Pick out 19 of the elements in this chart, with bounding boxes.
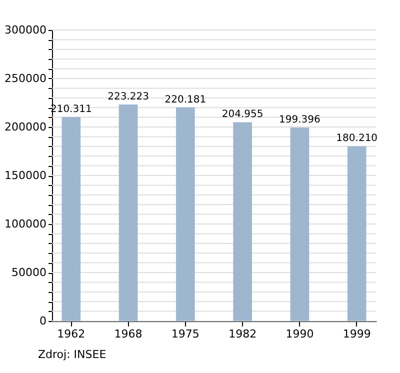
x-tick-label: 1990 (286, 328, 314, 340)
data-label: 180.210 (336, 133, 378, 144)
x-tick-label: 1962 (57, 328, 86, 340)
x-tick-label: 1982 (228, 328, 257, 340)
x-tick-label: 1999 (342, 328, 371, 340)
x-tick-label: 1975 (171, 328, 200, 340)
y-tick-label: 200000 (4, 120, 46, 134)
y-tick-label: 50000 (12, 266, 46, 279)
data-label: 199.396 (279, 114, 320, 126)
text: Zdroj: INSEE (38, 348, 106, 361)
data-label: 223.223 (108, 91, 149, 102)
data-label: 220.181 (164, 94, 206, 106)
x-tick-label: 1968 (114, 328, 142, 340)
y-tick-label: 100000 (4, 218, 46, 230)
y-tick-label: 150000 (4, 169, 46, 182)
y-tick-label: 250000 (4, 72, 46, 85)
y-tick-label: 0 (40, 314, 46, 328)
data-label: 204.955 (222, 109, 264, 120)
y-tick-label: 300000 (4, 24, 46, 36)
